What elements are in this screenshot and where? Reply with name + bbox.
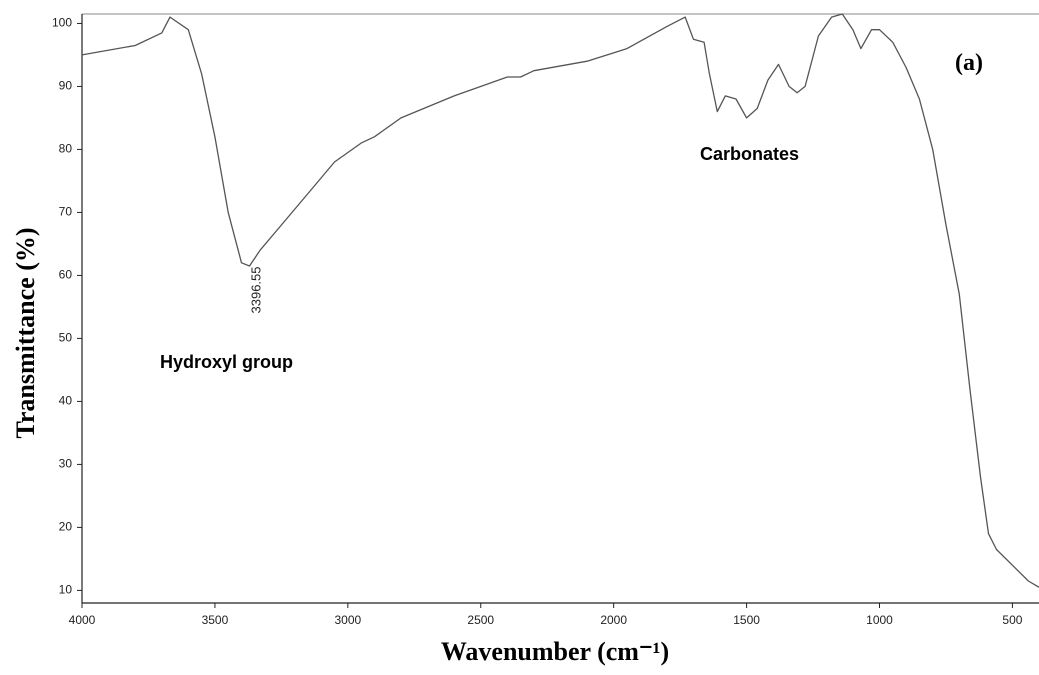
x-tick-label: 3000 xyxy=(334,613,361,627)
x-tick-label: 3500 xyxy=(202,613,229,627)
x-tick-label: 1500 xyxy=(733,613,760,627)
annotation: Hydroxyl group xyxy=(160,352,293,372)
y-tick-label: 30 xyxy=(59,457,73,471)
x-tick-label: 500 xyxy=(1002,613,1022,627)
x-tick-label: 1000 xyxy=(866,613,893,627)
x-tick-label: 2500 xyxy=(467,613,494,627)
x-tick-label: 2000 xyxy=(600,613,627,627)
x-tick-label: 4000 xyxy=(69,613,96,627)
y-tick-label: 70 xyxy=(59,205,73,219)
y-tick-label: 60 xyxy=(59,268,73,282)
y-tick-label: 90 xyxy=(59,79,73,93)
x-axis-label: Wavenumber (cm⁻¹) xyxy=(441,637,669,666)
panel-label: (a) xyxy=(955,50,983,76)
annotation: Carbonates xyxy=(700,144,799,164)
y-tick-label: 40 xyxy=(59,394,73,408)
y-tick-label: 20 xyxy=(59,520,73,534)
y-tick-label: 80 xyxy=(59,142,73,156)
y-tick-label: 100 xyxy=(52,16,72,30)
y-tick-label: 50 xyxy=(59,331,73,345)
spectrum-line xyxy=(81,13,1039,588)
peak-label: 3396.55 xyxy=(248,267,263,314)
y-tick-label: 10 xyxy=(59,583,73,597)
y-axis-label: Transmittance (%) xyxy=(11,227,40,438)
